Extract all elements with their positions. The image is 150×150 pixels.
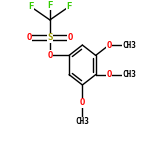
Text: O: O: [68, 33, 73, 42]
Text: O: O: [106, 70, 112, 79]
Text: F: F: [28, 2, 33, 11]
Text: CH3: CH3: [122, 70, 136, 79]
Text: O: O: [47, 51, 52, 60]
Text: S: S: [47, 33, 52, 42]
Text: F: F: [66, 2, 72, 11]
Text: O: O: [106, 40, 112, 50]
Text: F: F: [47, 1, 52, 10]
Text: O: O: [80, 98, 85, 107]
Text: O: O: [27, 33, 32, 42]
Text: CH3: CH3: [75, 117, 89, 126]
Text: CH3: CH3: [122, 40, 136, 50]
